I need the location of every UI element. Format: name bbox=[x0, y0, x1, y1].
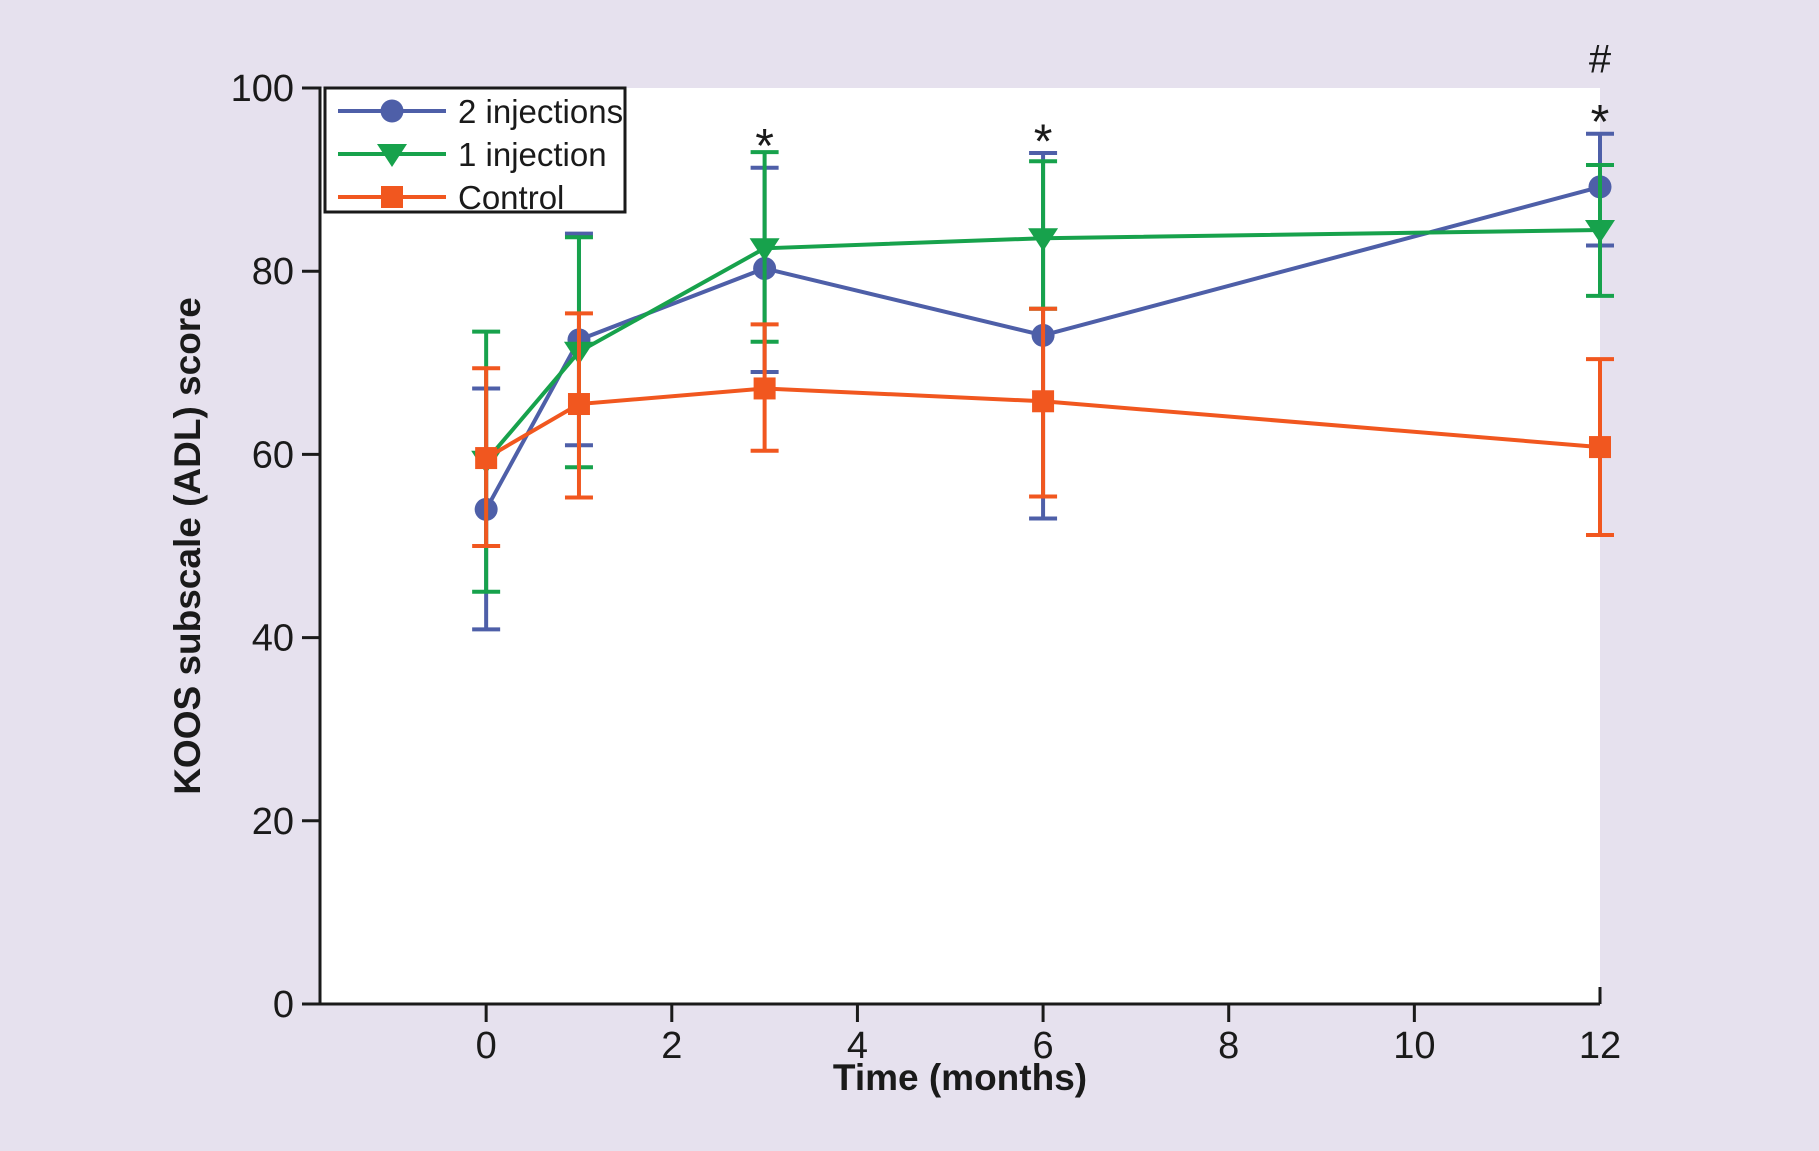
y-tick-label: 0 bbox=[273, 984, 294, 1026]
x-tick-label: 4 bbox=[847, 1025, 868, 1067]
legend-marker-triangle-down bbox=[377, 144, 407, 167]
legend: 2 injections 1 injection Control bbox=[323, 86, 627, 216]
legend-item-1-injection: 1 injection bbox=[338, 136, 607, 173]
marker-control-m0 bbox=[475, 447, 498, 470]
x-tick-label: 0 bbox=[476, 1025, 497, 1067]
plot-area-background bbox=[320, 88, 1600, 1004]
y-tick-label: 80 bbox=[252, 251, 294, 293]
significance-annotation: * bbox=[1591, 96, 1610, 149]
x-axis-title: Time (months) bbox=[833, 1057, 1087, 1098]
legend-label: 2 injections bbox=[458, 93, 623, 130]
legend-item-control: Control bbox=[338, 179, 564, 216]
significance-annotation: * bbox=[755, 120, 774, 173]
y-tick-label: 40 bbox=[252, 618, 294, 660]
legend-marker-circle bbox=[380, 99, 404, 123]
marker-1-injection-m6 bbox=[1028, 228, 1059, 252]
y-tick-label: 20 bbox=[252, 801, 294, 843]
legend-marker-square bbox=[381, 186, 403, 208]
series-1-injection bbox=[471, 150, 1615, 594]
legend-box bbox=[323, 86, 627, 214]
significance-annotation: # bbox=[1589, 38, 1612, 82]
x-tick-label: 6 bbox=[1033, 1025, 1054, 1067]
legend-label: Control bbox=[458, 179, 564, 216]
marker-control-m3 bbox=[753, 377, 776, 400]
marker-control-m1 bbox=[567, 393, 590, 416]
x-tick-label: 8 bbox=[1218, 1025, 1239, 1067]
x-tick-label: 10 bbox=[1393, 1025, 1435, 1067]
x-tick-label: 12 bbox=[1579, 1025, 1621, 1067]
legend-item-2-injections: 2 injections bbox=[338, 93, 623, 130]
legend-label: 1 injection bbox=[458, 136, 607, 173]
marker-1-injection-m12 bbox=[1585, 219, 1615, 243]
y-tick-label: 60 bbox=[252, 434, 294, 476]
marker-control-m12 bbox=[1589, 436, 1611, 459]
series-control bbox=[472, 306, 1614, 548]
y-tick-label: 100 bbox=[231, 68, 294, 110]
significance-annotation: * bbox=[1034, 115, 1053, 168]
y-axis-title: KOOS subscale (ADL) score bbox=[167, 297, 208, 795]
marker-1-injection-m3 bbox=[749, 238, 780, 262]
x-tick-label: 2 bbox=[661, 1025, 682, 1067]
marker-control-m6 bbox=[1032, 390, 1055, 413]
